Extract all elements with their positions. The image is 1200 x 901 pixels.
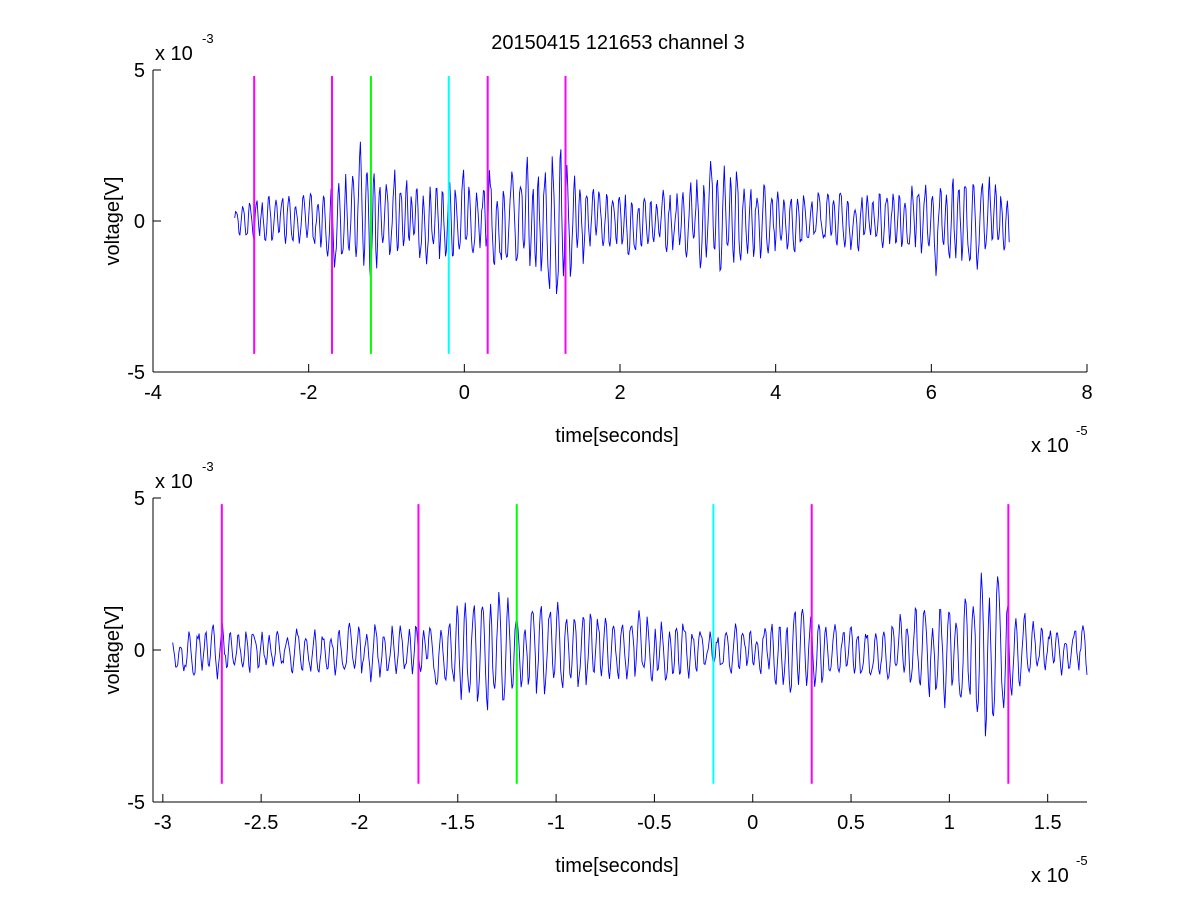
- x-tick-label: -1: [547, 812, 565, 834]
- bottom-axes: -3 -2.5 -2 -1.5 -1 -0.5 0 0.5 1 1.5 -5 0 5 time[secon…: [102, 459, 1088, 887]
- y-axis-label: voltage[V]: [102, 177, 124, 266]
- x-axis-label: time[seconds]: [555, 425, 678, 447]
- x-tick-label: 0: [459, 382, 470, 404]
- x-tick-label: -1.5: [441, 812, 475, 834]
- x-tick-label: 2: [614, 382, 625, 404]
- y-exponent-label: x 10: [155, 43, 193, 65]
- y-tick-label: 5: [134, 488, 145, 510]
- y-tick-label: -5: [127, 792, 145, 814]
- top-axes: -4 -2 0 2 4 6 8 -5 0 5 time[seconds] voltage[V] x 10…: [102, 31, 1093, 457]
- y-exponent-power: -3: [202, 31, 214, 46]
- x-tick-label: 8: [1081, 382, 1092, 404]
- y-tick-label: 0: [134, 211, 145, 233]
- signal-series-0: [172, 572, 1088, 737]
- x-exponent-power: -5: [1076, 423, 1088, 438]
- x-axis-label: time[seconds]: [555, 855, 678, 877]
- y-exponent-power: -3: [202, 459, 214, 474]
- x-exponent-label: x 10: [1031, 435, 1069, 457]
- x-tick-label: -0.5: [637, 812, 671, 834]
- y-tick-label: -5: [127, 362, 145, 384]
- x-tick-label: 6: [926, 382, 937, 404]
- x-tick-label: 1: [944, 812, 955, 834]
- figure-title: 20150415 121653 channel 3: [491, 32, 745, 54]
- x-tick-label: -2.5: [244, 812, 278, 834]
- x-tick-label: -2: [300, 382, 318, 404]
- x-tick-label: -3: [154, 812, 172, 834]
- y-tick-label: 5: [134, 60, 145, 82]
- x-tick-label: 0.5: [837, 812, 865, 834]
- y-axis-label: voltage[V]: [102, 606, 124, 695]
- signal-series-0: [234, 141, 1010, 295]
- x-exponent-power: -5: [1076, 853, 1088, 868]
- x-tick-label: 1.5: [1034, 812, 1062, 834]
- x-tick-label: -2: [351, 812, 369, 834]
- x-exponent-label: x 10: [1031, 865, 1069, 887]
- y-tick-label: 0: [134, 640, 145, 662]
- x-tick-label: -4: [144, 382, 162, 404]
- x-tick-label: 4: [770, 382, 781, 404]
- x-tick-label: 0: [747, 812, 758, 834]
- y-exponent-label: x 10: [155, 471, 193, 493]
